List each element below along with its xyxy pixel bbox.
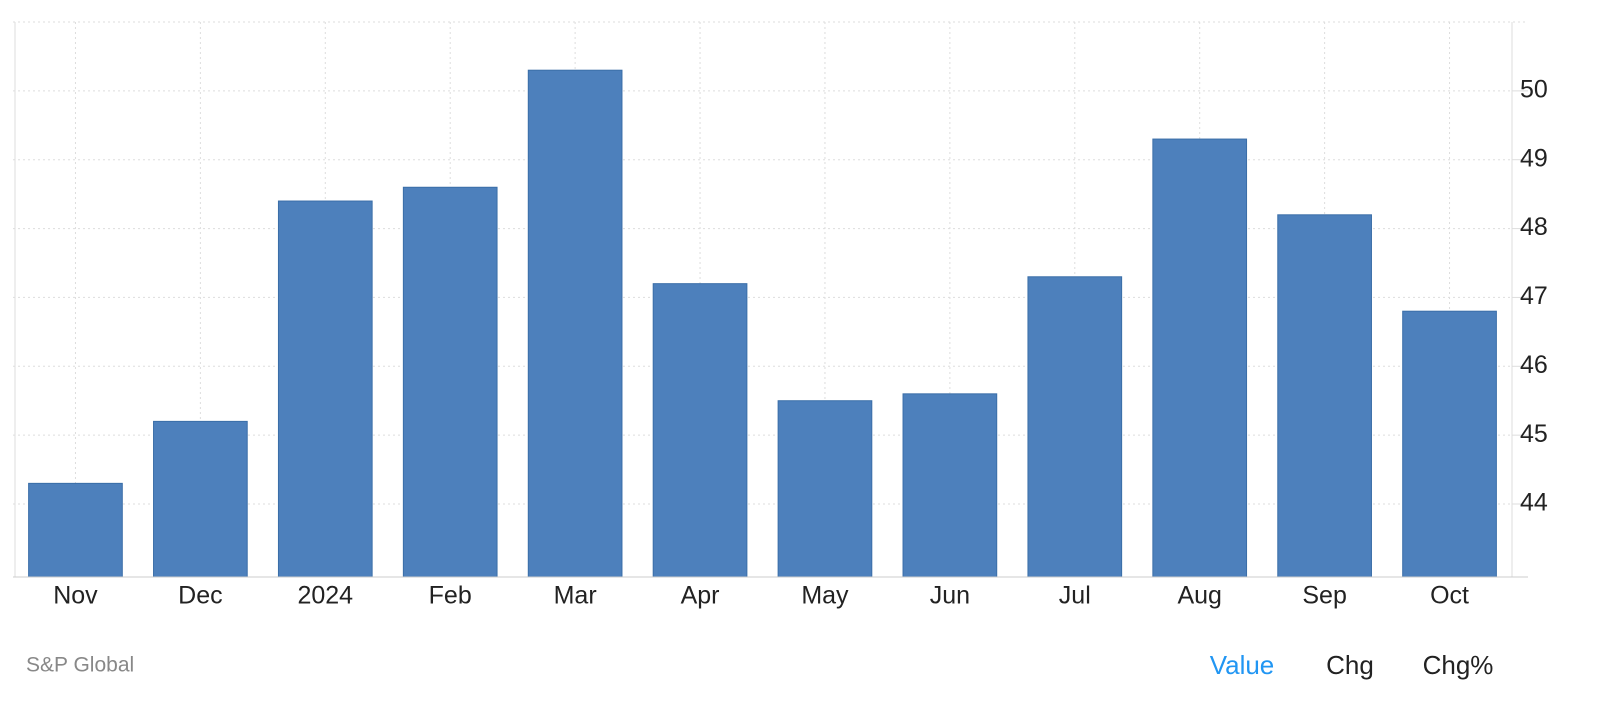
x-tick-label: Jul (1059, 582, 1091, 610)
bar (902, 393, 998, 578)
bar (527, 69, 623, 578)
x-tick-label: Mar (554, 582, 597, 610)
y-tick-label: 48 (1520, 213, 1548, 241)
source: S&P Global (26, 654, 134, 677)
y-tick-label: 50 (1520, 75, 1548, 103)
bar (1277, 214, 1372, 578)
bar (153, 420, 248, 578)
bar (1152, 138, 1248, 578)
tab-button[interactable]: Value (1210, 650, 1275, 680)
bar (28, 482, 123, 578)
x-tick-label: Aug (1177, 582, 1221, 610)
tab-button[interactable]: Chg% (1423, 650, 1494, 680)
x-tick-label: 2024 (297, 582, 353, 610)
tab-button[interactable]: Chg (1326, 650, 1374, 680)
y-tick-label: 49 (1520, 144, 1548, 172)
bar (652, 283, 748, 578)
y-tick-label: 45 (1520, 420, 1548, 448)
x-tick-label: Dec (178, 582, 222, 610)
x-tick-label: Jun (930, 582, 970, 610)
bar (402, 186, 498, 578)
bar (777, 400, 873, 578)
y-tick-label: 46 (1520, 351, 1548, 379)
x-tick-label: Apr (681, 582, 720, 610)
bar (1402, 310, 1497, 578)
x-tick-label: May (801, 582, 849, 610)
y-tick-label: 47 (1520, 282, 1548, 310)
x-tick-label: Oct (1430, 582, 1469, 610)
x-tick-label: Nov (53, 582, 98, 610)
x-tick-label: Sep (1302, 582, 1346, 610)
x-tick-label: Feb (429, 582, 472, 610)
y-tick-label: 44 (1520, 489, 1548, 517)
bar (1027, 276, 1123, 578)
bar (277, 200, 373, 578)
